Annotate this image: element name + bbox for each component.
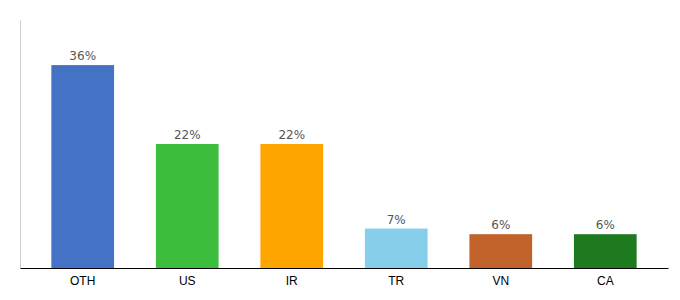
- bar: [260, 144, 323, 268]
- bar: [469, 234, 532, 268]
- chart: OTH US IR TR VN CA 36% 22% 22% 7% 6% 6%: [0, 0, 680, 300]
- x-tick: US: [179, 274, 196, 288]
- x-tick-label: IR: [286, 274, 298, 288]
- x-tick-label: VN: [492, 274, 509, 288]
- x-tick-label: CA: [597, 274, 614, 288]
- data-label: 6%: [491, 218, 510, 232]
- x-tick-label: US: [179, 274, 196, 288]
- x-tick-label: TR: [388, 274, 404, 288]
- x-axis: OTH US IR TR VN CA: [21, 269, 669, 288]
- bar: [51, 65, 114, 268]
- data-labels: 36% 22% 22% 7% 6% 6%: [69, 49, 614, 232]
- plot: OTH US IR TR VN CA 36% 22% 22% 7% 6% 6%: [21, 21, 669, 288]
- y-axis-line: [20, 21, 21, 269]
- x-tick: OTH: [70, 274, 95, 288]
- data-label: 22%: [278, 128, 305, 142]
- bar: [365, 229, 428, 268]
- data-label: 7%: [387, 213, 406, 227]
- bar: [156, 144, 219, 268]
- x-tick-label: OTH: [70, 274, 95, 288]
- chart-container: OTH US IR TR VN CA 36% 22% 22% 7% 6% 6%: [0, 0, 680, 300]
- bars: [51, 65, 636, 268]
- data-label: 36%: [69, 49, 96, 63]
- x-tick: VN: [492, 274, 509, 288]
- x-axis-line: [21, 268, 669, 269]
- x-tick: CA: [597, 274, 614, 288]
- data-label: 22%: [174, 128, 201, 142]
- data-label: 6%: [596, 218, 615, 232]
- y-axis: [20, 21, 21, 269]
- bar: [574, 234, 637, 268]
- x-tick: IR: [286, 274, 298, 288]
- x-tick: TR: [388, 274, 404, 288]
